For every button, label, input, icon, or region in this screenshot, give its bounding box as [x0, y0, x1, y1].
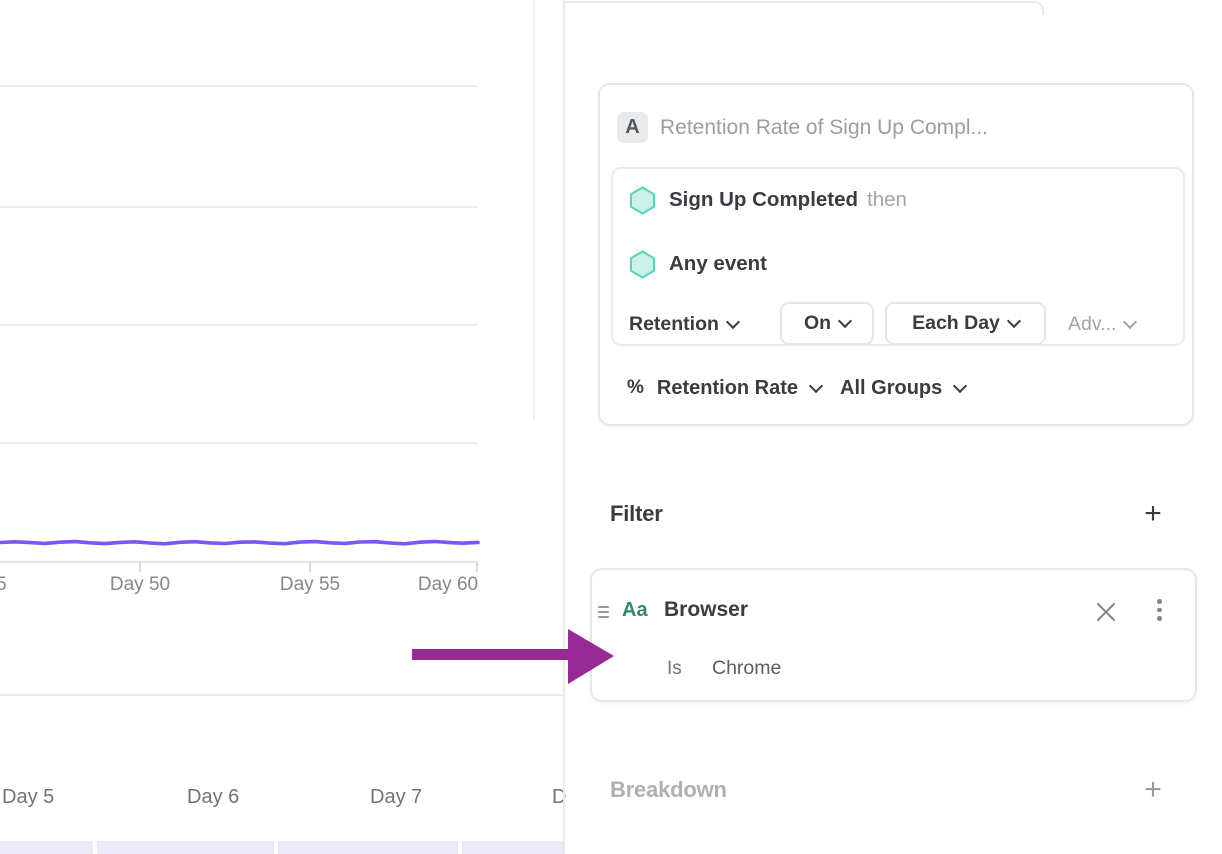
chevron-down-icon [837, 313, 853, 329]
cohort-column-header: Day 5 [2, 786, 55, 808]
on-dropdown-button[interactable]: On [780, 302, 874, 345]
event-name[interactable]: Sign Up Completed [669, 188, 859, 211]
event-step-return[interactable]: Any event [629, 249, 776, 279]
event-step-first[interactable]: Sign Up Completed then [629, 185, 907, 215]
add-breakdown-button[interactable]: + [1144, 773, 1162, 806]
gridline [0, 324, 478, 326]
annotation-arrow [412, 629, 614, 684]
filter-value-dropdown[interactable]: Chrome [712, 657, 782, 679]
report-title-input[interactable]: Retention Rate of Sign Up Compl... [660, 116, 989, 139]
each-day-dropdown-button[interactable]: Each Day [885, 302, 1046, 345]
x-axis-tick [309, 563, 311, 572]
event-name[interactable]: Any event [669, 252, 767, 275]
cohort-cell [97, 841, 274, 854]
series-a-badge[interactable]: A [617, 112, 648, 143]
chevron-down-icon[interactable] [953, 378, 968, 393]
query-builder-card: A Retention Rate of Sign Up Compl... Sig… [598, 83, 1194, 426]
retention-type-dropdown[interactable]: Retention [629, 303, 740, 345]
filter-section-title: Filter [610, 501, 663, 526]
percent-icon: % [627, 377, 644, 398]
chevron-down-icon [1123, 314, 1138, 329]
x-axis-line [0, 561, 478, 563]
metric-dropdown[interactable]: Retention Rate [656, 376, 799, 399]
x-axis-label: Day 60 [417, 574, 479, 595]
x-axis-label: Day 55 [279, 574, 341, 595]
retention-line-series [0, 539, 480, 546]
gridline [0, 206, 478, 208]
x-axis-label: Day 50 [109, 574, 171, 595]
gridline [0, 442, 478, 444]
cohort-cell [278, 841, 458, 854]
panel-left-border [563, 0, 565, 854]
gridline [0, 85, 478, 87]
cohort-column-header: Day 6 [187, 786, 240, 808]
filter-property-dropdown[interactable]: Browser [664, 598, 749, 621]
x-axis-label-partial: 5 [0, 574, 7, 595]
content-edge-line [533, 0, 535, 420]
cohort-cell [0, 841, 93, 854]
advanced-dropdown[interactable]: Adv... [1068, 303, 1138, 345]
section-divider [0, 694, 563, 696]
panel-top-card-edge [565, 1, 1044, 15]
kebab-menu-icon[interactable] [1157, 599, 1162, 621]
chevron-down-icon [725, 314, 740, 329]
breakdown-section-title: Breakdown [610, 777, 727, 802]
add-filter-button[interactable]: + [1144, 497, 1162, 530]
close-icon[interactable] [1094, 600, 1118, 624]
x-axis-tick [476, 563, 478, 572]
filter-operator-dropdown[interactable]: Is [667, 658, 682, 679]
filter-card: Aa Browser Is Chrome [590, 568, 1197, 702]
cohort-column-header: Day 7 [370, 786, 423, 808]
groups-dropdown[interactable]: All Groups [840, 376, 943, 399]
hexagon-event-icon [629, 249, 656, 279]
string-property-type-icon: Aa [622, 599, 648, 621]
event-suffix-label: then [867, 188, 907, 211]
cohort-column-header: D [552, 786, 567, 808]
hexagon-event-icon [629, 185, 656, 215]
chevron-down-icon [1006, 313, 1021, 329]
x-axis-tick [139, 563, 141, 572]
chevron-down-icon[interactable] [808, 378, 824, 393]
measurement-row: % Retention Rate All Groups [627, 370, 968, 406]
event-steps-card: Sign Up Completed then Any event Retenti… [611, 167, 1185, 346]
drag-handle-icon[interactable] [598, 606, 609, 618]
cohort-cell [462, 841, 563, 854]
